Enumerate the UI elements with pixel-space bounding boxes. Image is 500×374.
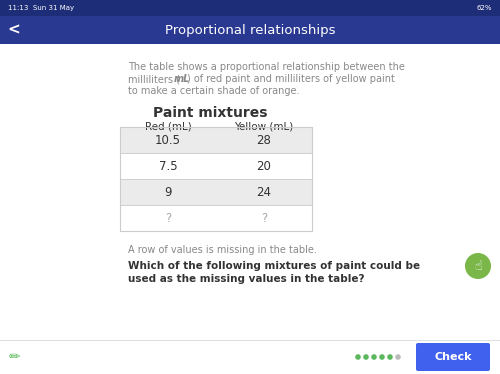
Bar: [0, 16, 500, 44]
Text: ) of red paint and milliliters of yellow paint: ) of red paint and milliliters of yellow…: [187, 74, 395, 84]
Bar: [120, 153, 312, 179]
Text: A row of values is missing in the table.: A row of values is missing in the table.: [128, 245, 317, 255]
Text: to make a certain shade of orange.: to make a certain shade of orange.: [128, 86, 300, 96]
Text: 28: 28: [256, 134, 272, 147]
Text: 10.5: 10.5: [155, 134, 181, 147]
Bar: [120, 179, 312, 205]
Text: 20: 20: [256, 159, 272, 172]
Bar: [0, 340, 500, 374]
Text: Yellow (mL): Yellow (mL): [234, 121, 294, 131]
Bar: [0, 0, 500, 16]
Text: Which of the following mixtures of paint could be: Which of the following mixtures of paint…: [128, 261, 420, 271]
Text: Check: Check: [434, 352, 472, 362]
Bar: [120, 205, 312, 231]
Text: Red (mL): Red (mL): [144, 121, 192, 131]
Circle shape: [387, 354, 393, 360]
Circle shape: [379, 354, 385, 360]
Text: 11:13  Sun 31 May: 11:13 Sun 31 May: [8, 5, 74, 11]
Circle shape: [363, 354, 369, 360]
Circle shape: [355, 354, 361, 360]
Text: 24: 24: [256, 186, 272, 199]
Circle shape: [371, 354, 377, 360]
Text: Paint mixtures: Paint mixtures: [153, 106, 267, 120]
Bar: [120, 127, 312, 153]
FancyBboxPatch shape: [416, 343, 490, 371]
Text: milliliters (: milliliters (: [128, 74, 180, 84]
Bar: [120, 127, 312, 231]
Text: ✏: ✏: [8, 350, 20, 364]
Text: Proportional relationships: Proportional relationships: [165, 24, 335, 37]
Text: ?: ?: [165, 212, 171, 224]
Text: 62%: 62%: [476, 5, 492, 11]
Text: mL: mL: [174, 74, 190, 84]
Text: <: <: [8, 22, 20, 37]
Circle shape: [395, 354, 401, 360]
Text: used as the missing values in the table?: used as the missing values in the table?: [128, 274, 364, 284]
Text: ?: ?: [261, 212, 267, 224]
Text: ☝: ☝: [474, 260, 482, 273]
Text: 9: 9: [164, 186, 172, 199]
Text: The table shows a proportional relationship between the: The table shows a proportional relations…: [128, 62, 405, 72]
Circle shape: [465, 253, 491, 279]
Text: 7.5: 7.5: [158, 159, 178, 172]
